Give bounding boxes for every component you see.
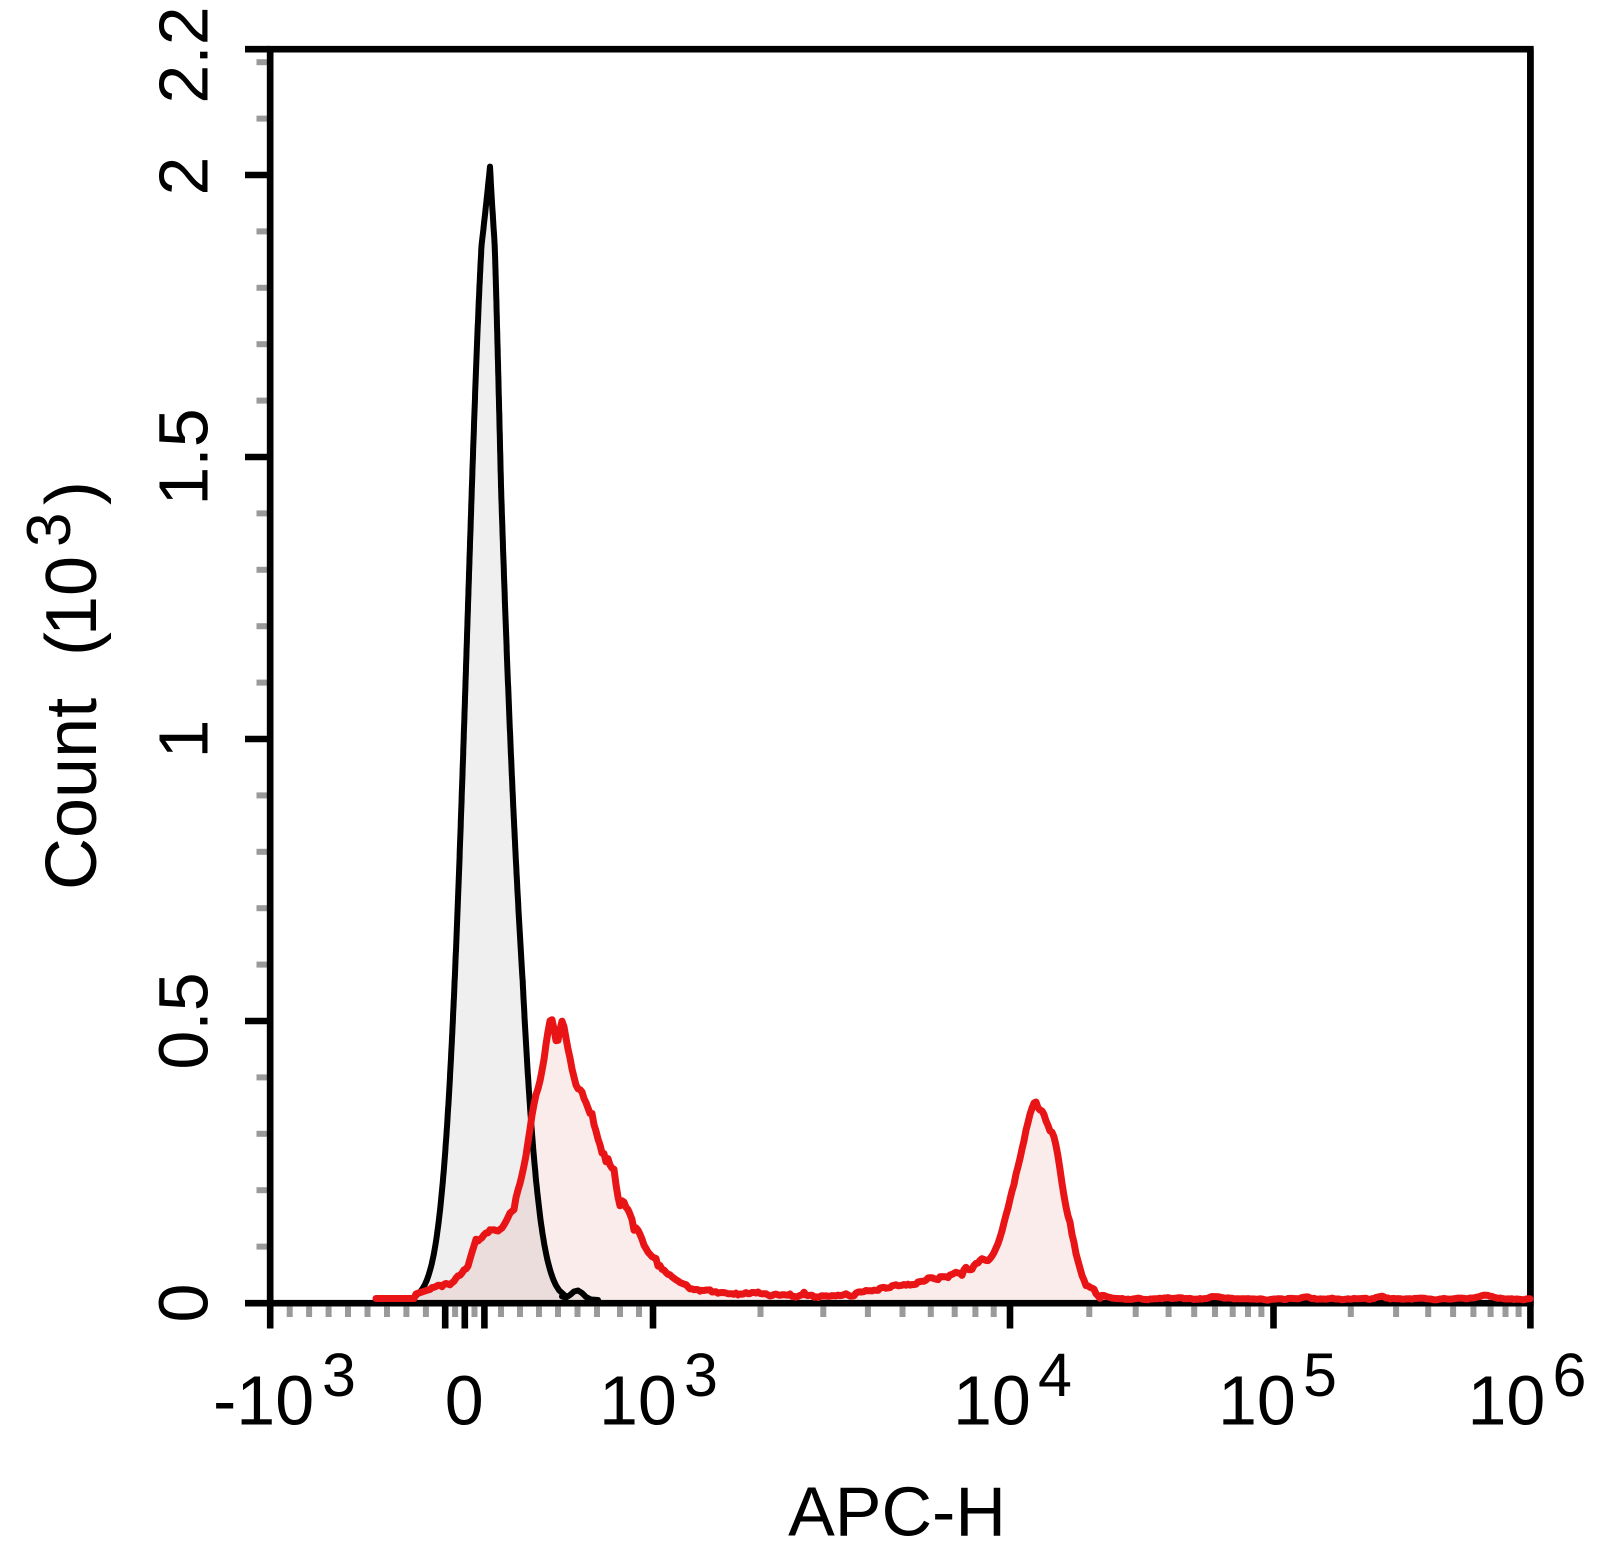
svg-text:10: 10 <box>1218 1362 1296 1440</box>
svg-text:10: 10 <box>32 556 112 636</box>
svg-text:): ) <box>32 481 112 505</box>
svg-text:3: 3 <box>684 1341 718 1409</box>
svg-text:(: ( <box>32 632 112 656</box>
svg-text:0.5: 0.5 <box>145 972 223 1069</box>
svg-text:0: 0 <box>445 1362 484 1440</box>
svg-text:10: 10 <box>1468 1362 1546 1440</box>
svg-text:1.5: 1.5 <box>145 408 223 505</box>
svg-text:4: 4 <box>1038 1341 1072 1409</box>
svg-text:Count: Count <box>32 698 112 890</box>
svg-text:1: 1 <box>145 720 223 759</box>
svg-text:6: 6 <box>1553 1341 1587 1409</box>
svg-text:-10: -10 <box>213 1362 314 1440</box>
svg-text:10: 10 <box>599 1362 677 1440</box>
svg-text:5: 5 <box>1303 1341 1337 1409</box>
svg-text:10: 10 <box>953 1362 1031 1440</box>
svg-text:3: 3 <box>15 513 84 547</box>
svg-text:2: 2 <box>145 157 223 196</box>
svg-text:3: 3 <box>322 1341 356 1409</box>
svg-text:APC-H: APC-H <box>788 1473 1006 1551</box>
svg-text:0: 0 <box>145 1284 223 1323</box>
svg-text:2.2: 2.2 <box>145 6 223 103</box>
